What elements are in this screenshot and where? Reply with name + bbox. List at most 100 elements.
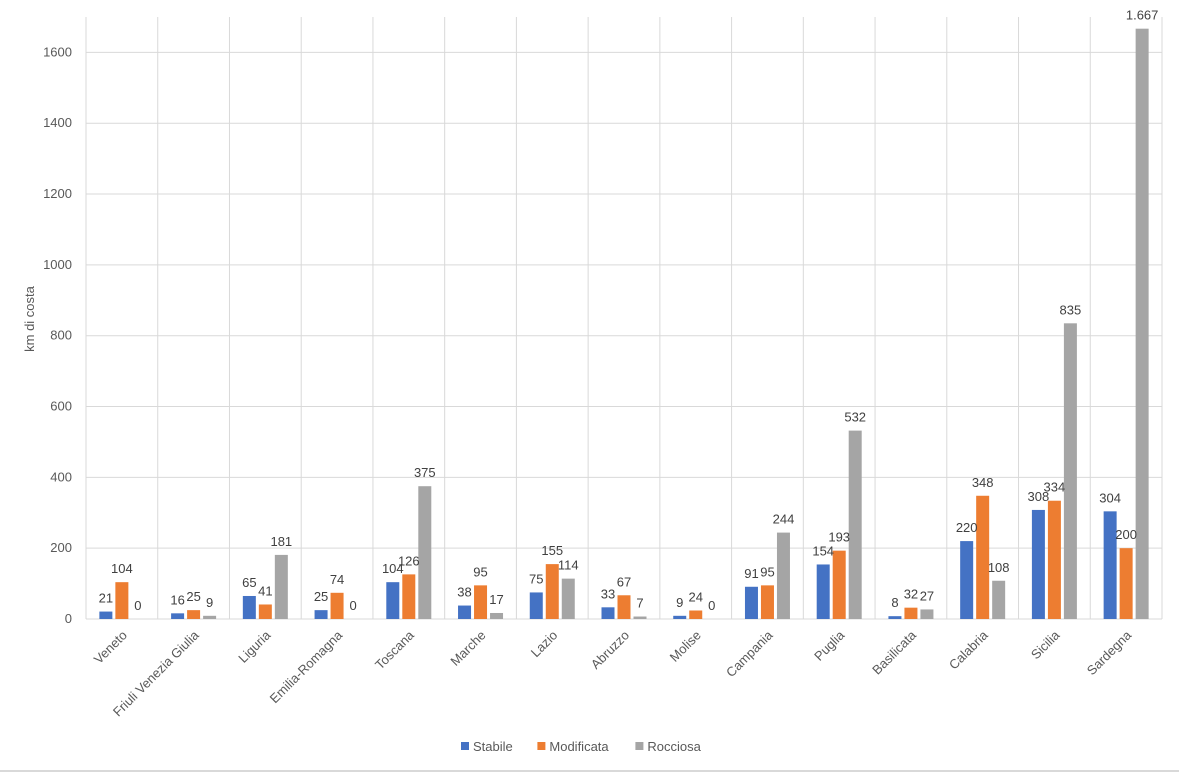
bar	[402, 574, 416, 619]
data-label: 41	[258, 583, 272, 598]
legend-label: Rocciosa	[647, 739, 701, 754]
bar	[776, 532, 790, 619]
bar	[1031, 509, 1045, 619]
bar	[816, 564, 830, 619]
data-label: 38	[457, 585, 471, 600]
bar	[848, 430, 862, 619]
data-label: 348	[972, 475, 994, 490]
gridlines	[85, 17, 1163, 620]
data-label: 375	[414, 465, 436, 480]
bar	[386, 582, 400, 619]
data-label: 532	[844, 410, 866, 425]
data-label: 7	[636, 596, 643, 611]
data-label: 24	[688, 590, 702, 605]
bar	[545, 564, 559, 619]
bar	[99, 611, 113, 619]
bar	[976, 495, 990, 619]
bar	[992, 580, 1006, 619]
bar	[458, 605, 472, 619]
bar	[1135, 28, 1149, 619]
data-label: 308	[1028, 489, 1050, 504]
bar	[689, 610, 703, 619]
data-label: 95	[473, 564, 487, 579]
bar	[203, 615, 217, 619]
data-label: 220	[956, 520, 978, 535]
data-label: 25	[186, 589, 200, 604]
data-label: 0	[708, 598, 715, 613]
x-tick-label: Sardegna	[1084, 627, 1135, 678]
x-tick-label: Toscana	[372, 627, 417, 672]
bottom-border	[0, 770, 1179, 772]
bar	[888, 616, 902, 619]
bar	[744, 586, 758, 619]
data-label: 0	[349, 598, 356, 613]
legend-swatch	[635, 742, 644, 750]
data-label: 67	[617, 574, 631, 589]
data-label: 154	[812, 543, 834, 558]
data-label: 17	[489, 592, 503, 607]
x-tick-label: Calabria	[946, 627, 991, 672]
x-tick-label: Lazio	[528, 628, 561, 661]
data-label: 334	[1044, 480, 1066, 495]
bar	[490, 612, 504, 619]
bar	[274, 554, 288, 619]
bar	[832, 550, 846, 619]
x-tick-label: Liguria	[235, 627, 274, 666]
bar	[258, 604, 272, 619]
data-label: 95	[760, 564, 774, 579]
data-label: 33	[601, 586, 615, 601]
x-tick-label: Campania	[723, 627, 776, 680]
y-tick-label: 800	[50, 328, 72, 343]
data-label: 9	[206, 595, 213, 610]
bar	[1063, 323, 1077, 619]
data-label: 108	[988, 560, 1010, 575]
data-label: 181	[270, 534, 292, 549]
data-label: 25	[314, 589, 328, 604]
x-tick-label: Basilicata	[869, 627, 919, 677]
legend-label: Stabile	[473, 739, 513, 754]
legend-swatch	[537, 742, 546, 750]
y-tick-label: 600	[50, 399, 72, 414]
data-label: 244	[773, 512, 795, 527]
legend-label: Modificata	[549, 739, 609, 754]
x-tick-label: Marche	[447, 628, 488, 669]
x-tick-label: Puglia	[811, 627, 848, 664]
y-tick-label: 0	[65, 611, 72, 626]
y-tick-label: 1200	[43, 186, 72, 201]
data-label: 193	[828, 530, 850, 545]
bar	[561, 578, 575, 619]
data-label: 16	[170, 592, 184, 607]
bar	[633, 616, 647, 619]
bar	[1047, 500, 1061, 619]
data-label: 27	[920, 588, 934, 603]
data-label: 21	[99, 591, 113, 606]
data-label: 126	[398, 553, 420, 568]
data-label: 0	[134, 598, 141, 613]
y-tick-label: 1000	[43, 257, 72, 272]
data-label: 304	[1099, 490, 1121, 505]
bar	[617, 595, 631, 619]
data-label: 114	[558, 558, 579, 573]
bar	[1103, 511, 1117, 619]
y-axis-title: km di costa	[22, 285, 37, 352]
bars	[99, 28, 1149, 619]
x-tick-label: Sicilia	[1028, 627, 1063, 662]
bar	[529, 592, 543, 619]
bar	[1119, 548, 1133, 619]
data-label: 155	[541, 543, 563, 558]
data-label: 200	[1115, 527, 1137, 542]
bar	[960, 541, 974, 619]
bar	[920, 609, 934, 619]
data-label: 75	[529, 571, 543, 586]
x-tick-label: Abruzzo	[588, 628, 632, 672]
bar	[314, 610, 328, 619]
legend: Stabile Modificata Rocciosa	[461, 739, 702, 754]
bar	[601, 607, 615, 619]
data-label: 74	[330, 572, 344, 587]
data-label: 91	[744, 566, 758, 581]
data-label: 32	[904, 587, 918, 602]
bar	[760, 585, 774, 619]
legend-swatch	[461, 742, 469, 750]
